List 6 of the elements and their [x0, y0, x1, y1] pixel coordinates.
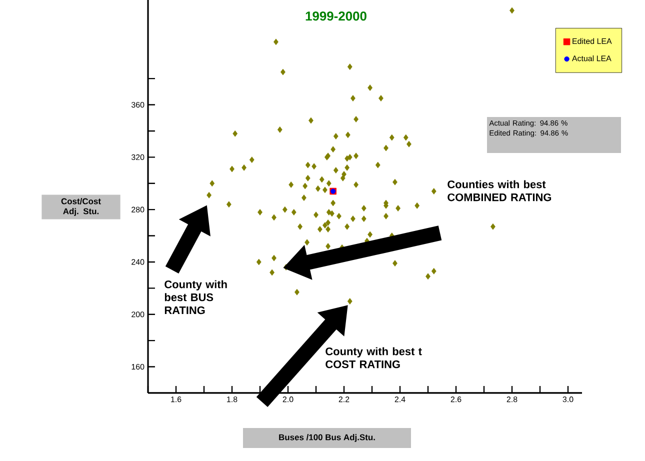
- annotation: County with best BUS RATING: [164, 280, 227, 314]
- text: 1999-2000: [306, 12, 366, 21]
- annotation: Counties with best COMBINED RATING: [448, 180, 552, 202]
- x-axis-title: Buses /100 Bus Adj.Stu.: [279, 434, 375, 442]
- y-axis-title: Cost/Cost Adj. Stu.: [61, 198, 101, 216]
- annotation: County with best t COST RATING: [326, 347, 422, 368]
